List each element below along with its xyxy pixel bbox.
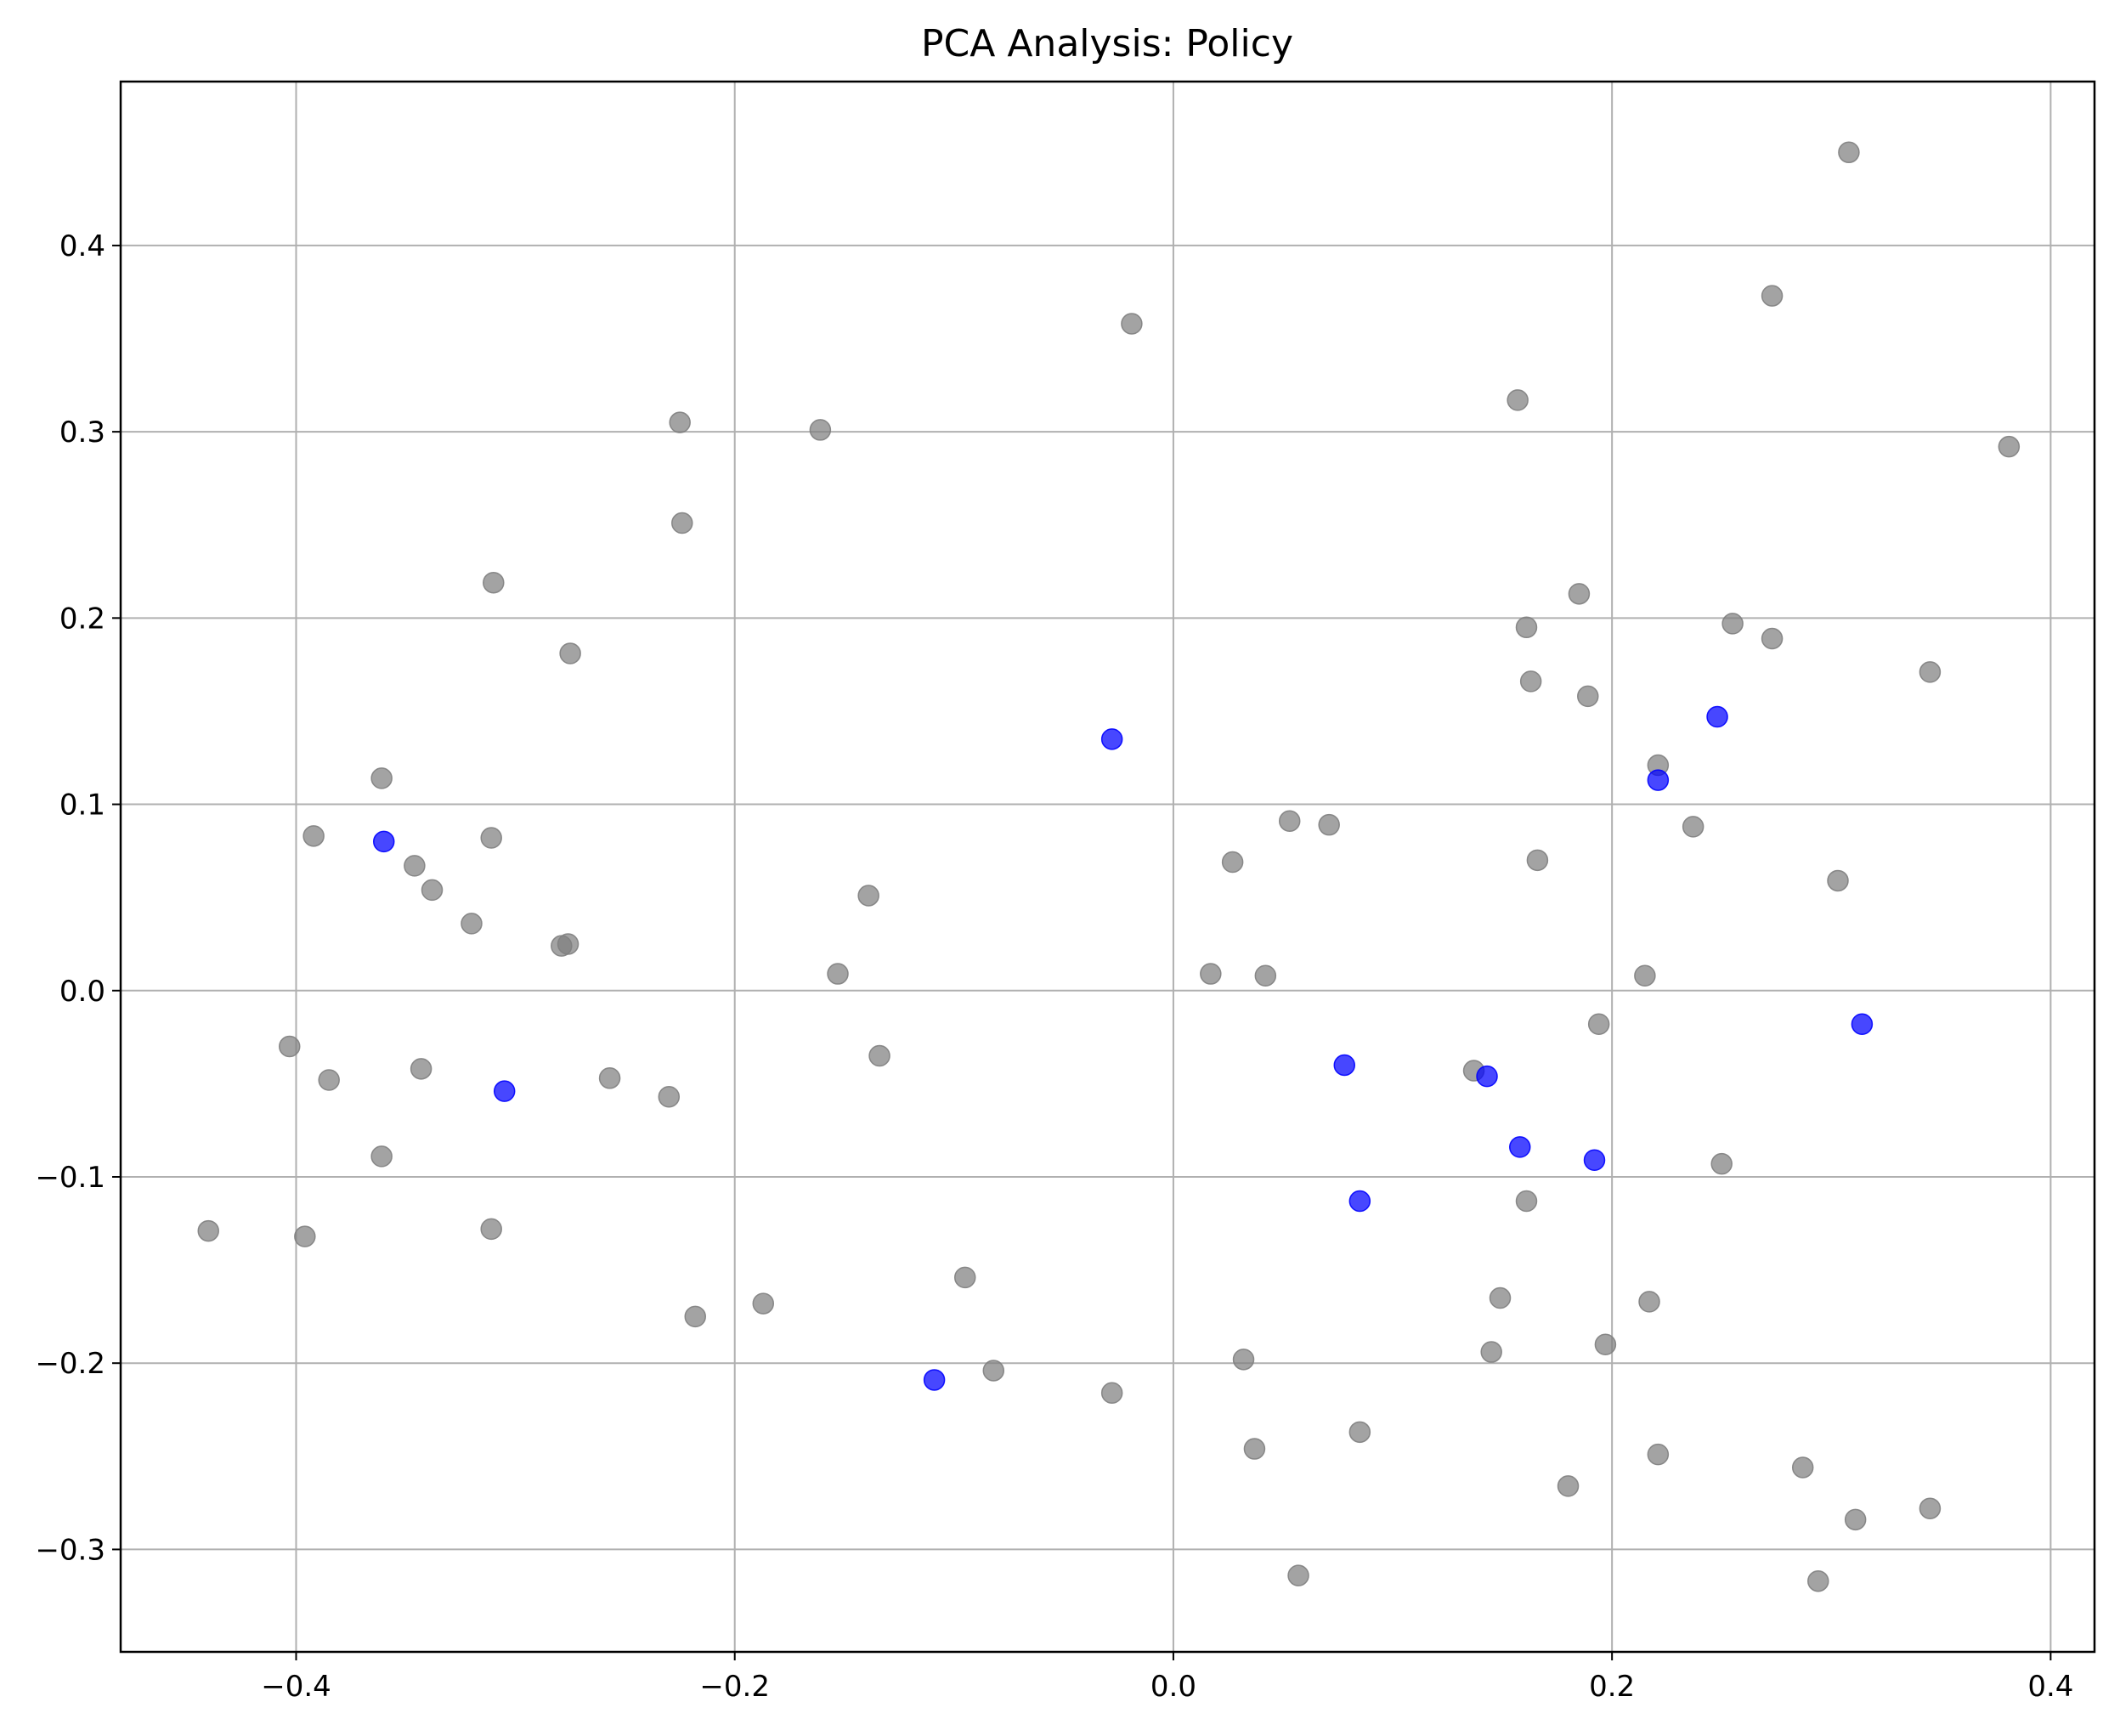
- x-tick-label: 0.0: [1150, 1670, 1196, 1704]
- scatter-point-gray: [1100, 1382, 1123, 1405]
- y-tick-label: 0.2: [59, 602, 105, 636]
- y-tick-label: −0.3: [35, 1533, 105, 1567]
- scatter-point-gray: [598, 1067, 621, 1089]
- scatter-point-blue: [923, 1369, 946, 1391]
- scatter-point-gray: [1594, 1333, 1617, 1356]
- scatter-point-blue: [1583, 1149, 1606, 1172]
- scatter-point-gray: [1254, 964, 1277, 987]
- scatter-point-gray: [658, 1085, 681, 1108]
- y-tick-label: 0.1: [59, 789, 105, 823]
- scatter-point-gray: [1287, 1564, 1309, 1586]
- scatter-point-gray: [1200, 963, 1222, 985]
- scatter-point-gray: [857, 885, 879, 907]
- scatter-point-gray: [559, 642, 581, 664]
- scatter-point-gray: [370, 767, 393, 789]
- scatter-point-blue: [493, 1080, 516, 1102]
- scatter-point-gray: [684, 1305, 707, 1328]
- axis-ticks: −0.4 −0.2 0.0 0.2 0.4 −0.3 −0.2 −0.1 0.0 0.1 0.2 0.…: [35, 229, 2073, 1704]
- scatter-point-gray: [1348, 1421, 1371, 1444]
- scatter-point-gray: [318, 1069, 340, 1091]
- scatter-point-gray: [1919, 1497, 1942, 1519]
- scatter-point-gray: [278, 1035, 301, 1058]
- scatter-point-gray: [1634, 964, 1656, 987]
- scatter-point-gray: [294, 1225, 316, 1247]
- scatter-point-gray: [370, 1145, 393, 1168]
- scatter-point-gray: [1507, 389, 1529, 411]
- scatter-point-gray: [1838, 141, 1860, 164]
- x-tick-label: 0.2: [1589, 1670, 1635, 1704]
- scatter-point-gray: [1998, 435, 2021, 458]
- scatter-points: [197, 141, 2021, 1592]
- scatter-point-gray: [1515, 1190, 1538, 1213]
- scatter-point-gray: [557, 933, 579, 955]
- y-tick-label: −0.1: [35, 1161, 105, 1195]
- scatter-point-gray: [1807, 1569, 1829, 1592]
- scatter-point-gray: [1587, 1013, 1610, 1035]
- scatter-point-blue: [1706, 705, 1728, 728]
- scatter-point-blue: [1333, 1054, 1356, 1077]
- scatter-point-gray: [197, 1219, 219, 1242]
- scatter-point-gray: [1519, 670, 1542, 693]
- scatter-point-gray: [868, 1044, 890, 1067]
- scatter-point-gray: [480, 827, 502, 849]
- scatter-point-gray: [752, 1292, 775, 1315]
- scatter-point-blue: [1647, 769, 1670, 791]
- scatter-point-gray: [1647, 1443, 1670, 1466]
- scatter-point-gray: [809, 419, 832, 441]
- scatter-point-gray: [1515, 616, 1538, 639]
- plot-area-frame: [119, 80, 2096, 1654]
- scatter-point-gray: [1232, 1349, 1255, 1371]
- y-tick-label: −0.2: [35, 1347, 105, 1381]
- y-tick-label: 0.3: [59, 416, 105, 450]
- scatter-point-gray: [410, 1058, 432, 1080]
- scatter-point-blue: [1348, 1190, 1371, 1213]
- scatter-point-gray: [404, 855, 426, 877]
- scatter-point-gray: [1827, 869, 1849, 892]
- scatter-point-gray: [1526, 849, 1549, 872]
- scatter-point-gray: [1761, 285, 1784, 307]
- scatter-point-gray: [1721, 613, 1744, 635]
- scatter-point-gray: [1682, 816, 1704, 838]
- scatter-point-gray: [982, 1360, 1005, 1382]
- scatter-point-gray: [302, 825, 325, 847]
- scatter-point-gray: [1761, 627, 1784, 650]
- y-tick-label: 0.4: [59, 229, 105, 263]
- scatter-point-gray: [1121, 313, 1143, 335]
- scatter-point-blue: [372, 830, 395, 853]
- scatter-point-gray: [1638, 1291, 1660, 1313]
- scatter-point-gray: [480, 1218, 502, 1241]
- chart-title: PCA Analysis: Policy: [921, 22, 1293, 65]
- scatter-point-gray: [1919, 661, 1942, 683]
- scatter-point-gray: [1221, 851, 1244, 874]
- scatter-point-gray: [669, 411, 691, 433]
- scatter-point-gray: [1318, 813, 1340, 836]
- scatter-point-gray: [483, 571, 505, 594]
- scatter-point-gray: [671, 512, 693, 534]
- y-tick-label: 0.0: [59, 975, 105, 1009]
- scatter-point-gray: [1557, 1475, 1580, 1497]
- scatter-point-blue: [1851, 1013, 1874, 1035]
- x-tick-label: −0.2: [699, 1670, 770, 1704]
- scatter-point-blue: [1508, 1136, 1531, 1158]
- scatter-point-gray: [1243, 1438, 1266, 1460]
- scatter-point-gray: [1568, 583, 1591, 605]
- scatter-point-gray: [1791, 1456, 1814, 1479]
- scatter-point-gray: [421, 879, 444, 902]
- scatter-point-gray: [1710, 1152, 1733, 1175]
- grid-lines: [121, 82, 2095, 1652]
- scatter-point-gray: [461, 913, 483, 935]
- x-tick-label: 0.4: [2027, 1670, 2073, 1704]
- scatter-point-gray: [1278, 810, 1301, 833]
- scatter-point-blue: [1100, 728, 1123, 750]
- x-tick-label: −0.4: [261, 1670, 331, 1704]
- scatter-point-blue: [1476, 1065, 1498, 1088]
- scatter-point-gray: [1489, 1286, 1512, 1309]
- scatter-point-gray: [1577, 685, 1599, 708]
- scatter-point-gray: [953, 1266, 976, 1289]
- scatter-point-gray: [827, 963, 849, 985]
- scatter-point-gray: [1480, 1341, 1502, 1363]
- scatter-point-gray: [1844, 1508, 1867, 1531]
